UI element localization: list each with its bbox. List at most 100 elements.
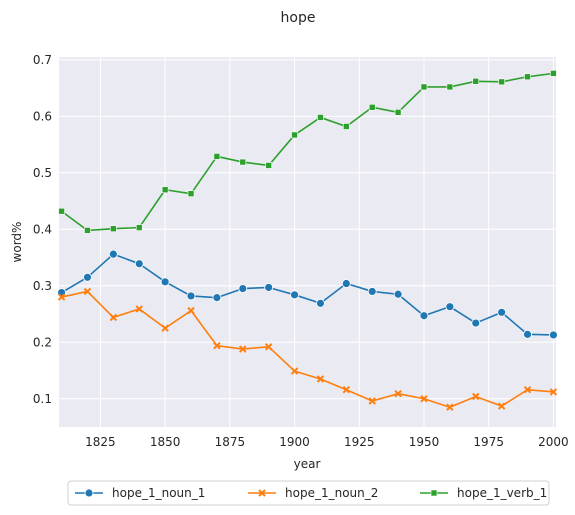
legend-item: hope_1_verb_1: [420, 486, 547, 500]
data-point: [290, 367, 299, 375]
data-point: [446, 83, 454, 91]
data-point: [58, 207, 65, 215]
data-point: [342, 386, 351, 394]
data-point-cross: [187, 306, 195, 315]
data-point: [161, 186, 169, 194]
data-point: [239, 158, 247, 166]
data-point: [523, 386, 532, 394]
data-point-cross: [161, 324, 169, 332]
data-point: [367, 287, 377, 296]
data-point-cross: [213, 341, 221, 350]
data-point: [368, 103, 376, 111]
data-point: [108, 249, 118, 259]
data-point-cross: [472, 392, 480, 401]
x-tick-label: 1850: [150, 435, 181, 449]
x-tick-label: 1825: [85, 435, 116, 449]
data-point: [238, 284, 248, 294]
data-point: [212, 293, 222, 303]
data-point: [394, 109, 402, 116]
y-tick-label: 0.3: [33, 279, 52, 293]
data-point: [135, 305, 143, 313]
data-point-cross: [394, 389, 402, 398]
chart-title: hope: [281, 10, 316, 26]
data-point: [343, 123, 350, 130]
data-point-cross: [549, 388, 558, 396]
data-point-cross: [264, 343, 273, 351]
data-point-cross: [57, 293, 66, 301]
data-point: [549, 330, 558, 340]
data-point-cross: [135, 305, 143, 313]
data-point-cross: [523, 386, 532, 394]
data-point-cross: [316, 375, 325, 383]
legend-label: hope_1_noun_2: [285, 486, 378, 500]
legend-frame: [67, 480, 550, 506]
data-point: [445, 302, 455, 312]
series-hope_1_verb_1: [58, 70, 557, 234]
data-point: [160, 277, 170, 287]
data-point: [497, 307, 507, 317]
data-point: [446, 403, 454, 411]
data-point: [393, 289, 403, 299]
data-point-cross: [420, 395, 428, 403]
legend-item: hope_1_noun_2: [248, 486, 378, 500]
series-hope_1_noun_2: [57, 287, 558, 411]
data-point-cross: [290, 367, 299, 375]
data-point: [265, 162, 272, 169]
data-point: [394, 389, 402, 398]
data-point: [213, 153, 221, 160]
x-tick-label: 1975: [473, 435, 504, 449]
data-point: [472, 77, 480, 85]
data-point: [290, 290, 299, 300]
data-point-cross: [342, 386, 351, 394]
series-line: [61, 290, 554, 409]
data-point: [135, 224, 143, 231]
data-point: [549, 388, 558, 396]
y-tick-label: 0.5: [33, 166, 52, 180]
x-axis-label: year: [294, 457, 321, 471]
data-point: [420, 395, 428, 403]
y-tick-label: 0.2: [33, 335, 52, 349]
legend-label: hope_1_verb_1: [457, 486, 547, 500]
series-line: [61, 72, 554, 232]
data-point: [264, 343, 273, 351]
data-point: [316, 298, 325, 308]
y-tick-label: 0.7: [33, 53, 52, 67]
data-point: [471, 318, 481, 328]
data-point: [109, 313, 118, 322]
x-tick-label: 1925: [344, 435, 375, 449]
data-point: [134, 259, 144, 269]
data-point: [524, 73, 531, 81]
data-point-cross: [239, 345, 247, 353]
data-point-cross: [368, 397, 376, 405]
data-point: [419, 311, 429, 321]
x-tick-label: 1900: [279, 435, 310, 449]
data-point: [497, 402, 506, 410]
data-point: [83, 272, 92, 282]
data-point: [472, 392, 480, 401]
data-point: [291, 131, 298, 139]
data-point: [84, 488, 94, 498]
data-point: [264, 283, 274, 292]
data-point-cross: [83, 287, 92, 296]
plot-area: [59, 57, 556, 427]
data-point: [187, 190, 195, 198]
series-layer: [57, 70, 558, 411]
data-point-cross: [109, 313, 118, 322]
data-point: [258, 489, 266, 497]
y-tick-label: 0.1: [33, 392, 52, 406]
legend-label: hope_1_noun_1: [112, 486, 205, 500]
data-point: [317, 114, 324, 121]
data-point: [110, 225, 117, 233]
data-point-cross: [446, 403, 454, 411]
data-point: [186, 291, 196, 301]
y-axis-label: word%: [10, 222, 24, 263]
data-point: [498, 78, 505, 86]
legend-item: hope_1_noun_1: [75, 486, 205, 500]
data-point: [213, 341, 221, 350]
series-line: [61, 253, 554, 336]
y-tick-label: 0.6: [33, 109, 52, 123]
x-tick-label: 2000: [538, 435, 569, 449]
data-point: [57, 293, 66, 301]
y-tick-label: 0.4: [33, 222, 52, 236]
